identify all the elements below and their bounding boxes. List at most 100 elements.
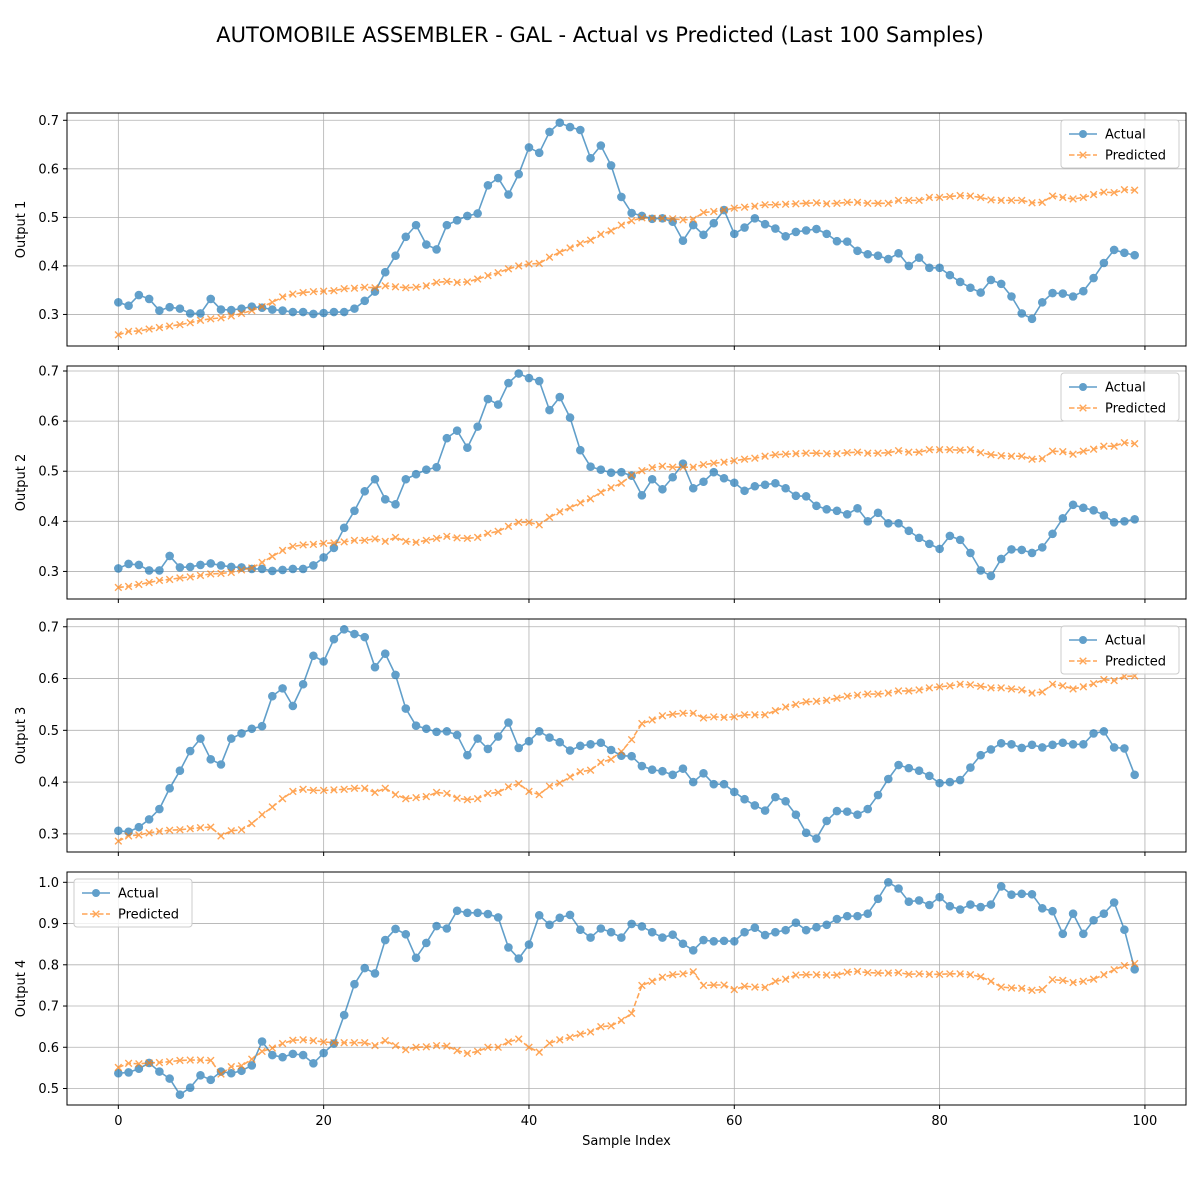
- data-point: [350, 536, 359, 545]
- data-point: [822, 449, 831, 458]
- data-point: [340, 538, 348, 546]
- data-point: [1007, 452, 1016, 460]
- legend-label: Actual: [1105, 128, 1146, 143]
- data-point: [278, 546, 287, 555]
- data-point: [391, 251, 400, 261]
- series-line-predicted: [118, 441, 1135, 589]
- data-point: [576, 239, 585, 248]
- data-point: [853, 246, 862, 256]
- data-point: [699, 208, 708, 217]
- data-point: [853, 198, 862, 207]
- data-point: [289, 290, 297, 298]
- data-point: [576, 445, 585, 455]
- data-point: [176, 825, 184, 834]
- data-point: [617, 747, 626, 756]
- data-point: [504, 943, 513, 952]
- data-point: [155, 804, 164, 814]
- data-point: [504, 522, 513, 531]
- data-point: [1120, 248, 1129, 258]
- data-point: [1120, 438, 1129, 447]
- data-point: [699, 477, 708, 487]
- data-point: [453, 1046, 461, 1055]
- data-point: [1038, 198, 1047, 207]
- data-point: [1048, 447, 1057, 455]
- x-tick-label: 40: [521, 1114, 538, 1129]
- data-point: [432, 788, 441, 797]
- legend-item-actual: [1069, 130, 1097, 138]
- data-point: [1068, 740, 1078, 749]
- data-point: [350, 284, 359, 293]
- data-point: [853, 967, 862, 976]
- data-point: [679, 463, 687, 472]
- data-point: [124, 559, 133, 569]
- data-point: [668, 463, 677, 472]
- data-point: [381, 1036, 390, 1045]
- data-point: [1058, 738, 1068, 748]
- data-point: [905, 970, 913, 979]
- data-point: [196, 316, 205, 325]
- data-point: [504, 1038, 513, 1046]
- data-point: [750, 801, 760, 810]
- data-point: [206, 294, 216, 304]
- data-point: [422, 724, 431, 734]
- data-point: [114, 1063, 123, 1072]
- data-point: [1099, 258, 1109, 268]
- data-point: [185, 1083, 195, 1092]
- data-point: [298, 1050, 308, 1060]
- data-point: [720, 206, 728, 214]
- data-point: [945, 270, 955, 280]
- data-point: [597, 1022, 605, 1031]
- data-point: [1028, 689, 1036, 697]
- data-point: [1017, 309, 1027, 318]
- data-point: [514, 954, 524, 963]
- data-point: [1048, 906, 1057, 916]
- data-point: [350, 304, 359, 313]
- legend-marker: [1079, 130, 1087, 138]
- data-point: [750, 481, 760, 491]
- data-point: [668, 472, 677, 482]
- data-point: [617, 192, 626, 202]
- data-point: [504, 378, 513, 388]
- data-point: [401, 283, 410, 292]
- data-point: [298, 307, 308, 317]
- data-point: [319, 657, 328, 666]
- data-point: [360, 283, 369, 292]
- data-point: [329, 634, 339, 644]
- data-point: [638, 214, 646, 222]
- data-point: [185, 562, 195, 572]
- legend-label: Predicted: [1105, 149, 1166, 164]
- y-tick-label: 0.6: [38, 415, 59, 430]
- data-point: [155, 306, 164, 315]
- data-point: [576, 741, 585, 751]
- data-point: [904, 261, 914, 271]
- data-point: [432, 1041, 441, 1050]
- data-point: [1089, 506, 1098, 515]
- data-point: [781, 450, 790, 458]
- data-point: [196, 571, 205, 580]
- data-point: [381, 537, 390, 546]
- data-point: [925, 263, 934, 273]
- data-point: [596, 924, 606, 933]
- series-actual: [114, 878, 1139, 1099]
- data-point: [288, 564, 298, 574]
- data-point: [863, 909, 873, 918]
- data-point: [688, 777, 698, 787]
- data-point: [597, 488, 605, 497]
- data-point: [1037, 903, 1047, 913]
- data-point: [935, 778, 944, 788]
- data-point: [370, 662, 380, 672]
- data-point: [1027, 314, 1037, 324]
- legend-label: Predicted: [1105, 655, 1166, 670]
- data-point: [1017, 196, 1026, 205]
- data-point: [688, 483, 698, 493]
- data-point: [565, 746, 575, 755]
- data-point: [258, 558, 266, 567]
- data-point: [165, 826, 174, 835]
- series-line-actual: [118, 628, 1136, 840]
- data-point: [268, 803, 277, 811]
- data-point: [1028, 455, 1036, 463]
- data-point: [514, 779, 523, 788]
- data-point: [822, 199, 831, 208]
- data-point: [1120, 925, 1129, 935]
- legend-label: Predicted: [1105, 402, 1166, 417]
